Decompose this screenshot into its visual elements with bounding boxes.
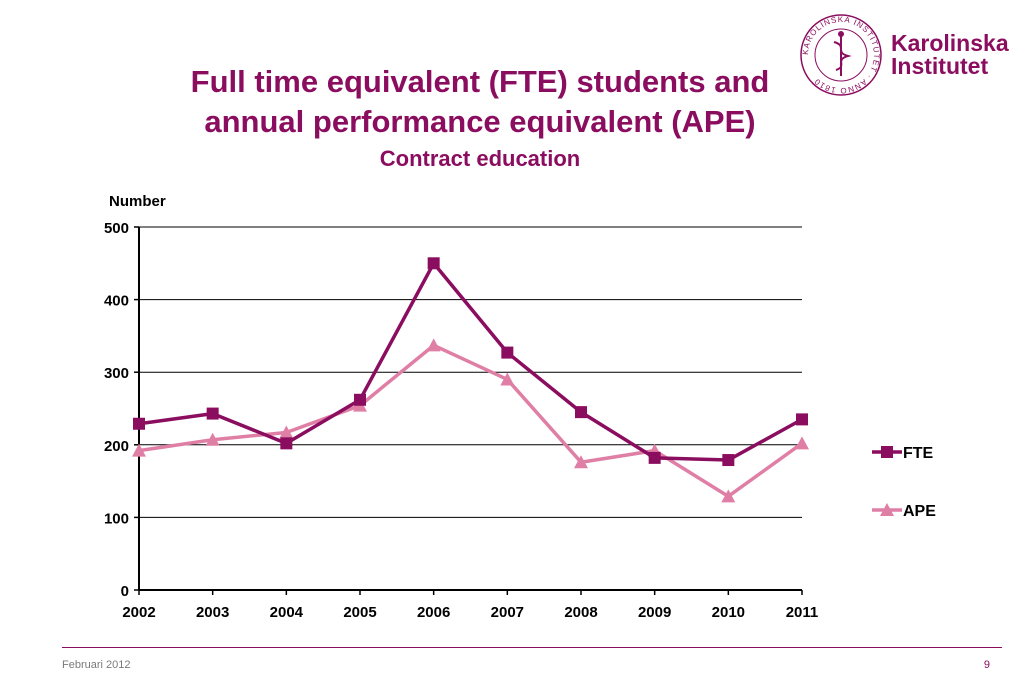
ape-marker [880,503,894,516]
fte-series-line [138,261,803,462]
x-tick-label: 2002 [122,604,155,621]
ape-marker [132,443,146,457]
fte-marker [427,257,440,270]
page-number: 9 [983,659,990,671]
x-tick-label: 2005 [343,604,376,621]
y-tick-label: 400 [104,293,129,310]
y-tick-label: 300 [104,365,129,382]
fte-marker [648,451,661,464]
y-tick-label: 500 [104,220,129,237]
x-tick-label: 2006 [417,604,450,621]
ape-marker [574,455,588,469]
y-axis-label: Number [109,193,166,210]
ape-marker [795,436,809,450]
fte-marker [575,406,587,419]
fte-marker [133,417,145,430]
footer-date: Februari 2012 [62,659,131,671]
x-tick-label: 2011 [786,604,819,621]
y-tick-label: 200 [104,438,129,455]
logo-line-1: Karolinska [891,30,1009,56]
seal-icon: KAROLINSKA INSTITUTET · ANNO 1810 [800,14,882,96]
y-tick-label: 100 [104,510,129,527]
footer-divider [62,647,1002,648]
fte-marker [280,437,293,450]
fte-marker [354,393,366,406]
title-line-1: Full time equivalent (FTE) students and [190,64,770,99]
x-tick-label: 2008 [564,604,597,621]
x-tick-label: 2010 [712,604,745,621]
slide-subtitle: Contract education [379,146,581,171]
title-line-2: annual performance equivalent (APE) [204,104,756,139]
ape-marker [721,489,736,503]
x-tick-label: 2004 [270,604,304,621]
fte-marker [796,413,808,426]
fte-marker [881,446,893,458]
x-tick-label: 2003 [196,604,229,621]
x-tick-label: 2009 [638,604,671,621]
fte-marker [501,346,514,359]
legend-label-ape: APE [903,503,936,520]
ape-marker [500,372,515,386]
y-tick-label: 0 [121,583,129,600]
x-tick-label: 2007 [491,604,524,621]
logo-line-2: Institutet [891,53,989,79]
fte-marker [722,454,735,467]
ape-marker [205,432,220,446]
legend-label-fte: FTE [903,445,934,462]
ape-marker [279,425,294,439]
slide-title: Full time equivalent (FTE) students and … [140,62,820,174]
fte-marker [206,407,219,420]
logo-wordmark: Karolinska Institutet [891,32,1009,78]
ape-marker [426,338,441,352]
karolinska-logo: KAROLINSKA INSTITUTET · ANNO 1810 Karoli… [798,12,1009,98]
ape-series-line [138,343,804,499]
